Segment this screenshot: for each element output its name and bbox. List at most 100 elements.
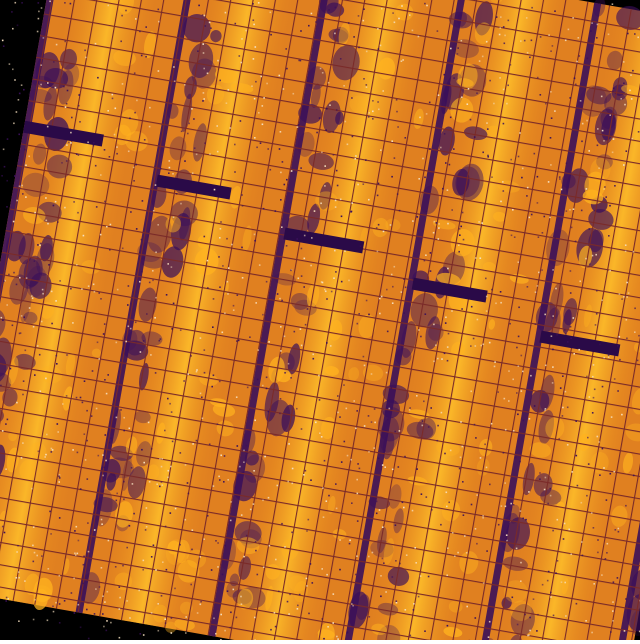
noise-speckle xyxy=(134,112,136,114)
noise-speckle xyxy=(447,346,449,348)
noise-speckle xyxy=(31,295,33,297)
noise-speckle xyxy=(610,631,612,633)
noise-speckle xyxy=(618,528,620,530)
noise-speckle xyxy=(308,613,310,615)
noise-speckle xyxy=(605,558,607,560)
noise-speckle xyxy=(25,196,27,198)
noise-speckle xyxy=(544,216,546,218)
noise-speckle xyxy=(78,154,80,156)
noise-speckle xyxy=(396,99,398,101)
noise-speckle xyxy=(374,422,376,424)
noise-speckle xyxy=(70,3,72,5)
noise-speckle xyxy=(424,3,426,5)
noise-speckle xyxy=(158,21,160,23)
noise-speckle xyxy=(141,239,143,241)
noise-speckle xyxy=(480,257,482,259)
noise-speckle xyxy=(225,12,227,14)
noise-speckle xyxy=(278,591,280,593)
noise-speckle xyxy=(213,618,215,620)
noise-speckle xyxy=(130,328,132,330)
noise-speckle xyxy=(445,317,447,319)
noise-speckle xyxy=(357,493,359,495)
noise-speckle xyxy=(25,165,27,167)
noise-speckle xyxy=(200,601,202,603)
noise-speckle xyxy=(626,282,628,284)
noise-speckle xyxy=(161,481,163,483)
noise-speckle xyxy=(570,270,572,272)
noise-speckle xyxy=(447,189,449,191)
noise-speckle xyxy=(53,611,55,613)
noise-speckle xyxy=(526,17,528,19)
noise-speckle xyxy=(535,291,537,293)
noise-speckle xyxy=(306,530,308,532)
noise-speckle xyxy=(459,468,461,470)
noise-speckle xyxy=(321,281,323,283)
noise-speckle xyxy=(608,34,610,36)
noise-speckle xyxy=(101,519,103,521)
noise-speckle xyxy=(447,360,449,362)
noise-speckle xyxy=(106,620,108,622)
noise-speckle xyxy=(262,500,264,502)
noise-speckle xyxy=(565,333,567,335)
noise-speckle xyxy=(632,138,634,140)
noise-speckle xyxy=(262,314,264,316)
noise-speckle xyxy=(516,392,518,394)
noise-speckle xyxy=(491,423,493,425)
noise-speckle xyxy=(544,314,546,316)
noise-speckle xyxy=(594,389,596,391)
noise-speckle xyxy=(305,324,307,326)
noise-speckle xyxy=(377,28,379,30)
noise-speckle xyxy=(529,630,531,632)
noise-speckle xyxy=(143,560,145,562)
noise-speckle xyxy=(196,440,198,442)
noise-speckle xyxy=(504,35,506,37)
noise-speckle xyxy=(541,269,543,271)
noise-speckle xyxy=(496,16,498,18)
noise-speckle xyxy=(609,270,611,272)
noise-speckle xyxy=(591,632,593,634)
noise-speckle xyxy=(29,307,31,309)
noise-speckle xyxy=(391,387,393,389)
noise-speckle xyxy=(538,236,540,238)
noise-speckle xyxy=(18,577,20,579)
noise-speckle xyxy=(478,221,480,223)
noise-speckle xyxy=(321,152,323,154)
noise-speckle xyxy=(458,244,460,246)
noise-speckle xyxy=(377,195,379,197)
noise-speckle xyxy=(585,620,587,622)
noise-speckle xyxy=(597,128,599,130)
noise-speckle xyxy=(64,41,66,43)
noise-speckle xyxy=(547,580,549,582)
noise-speckle xyxy=(306,585,308,587)
noise-speckle xyxy=(307,308,309,310)
noise-speckle xyxy=(286,245,288,247)
noise-speckle xyxy=(363,8,365,10)
noise-speckle xyxy=(510,64,512,66)
noise-speckle xyxy=(202,418,204,420)
noise-speckle xyxy=(632,70,634,72)
noise-speckle xyxy=(156,483,158,485)
noise-speckle xyxy=(437,358,439,360)
noise-speckle xyxy=(243,450,245,452)
noise-speckle xyxy=(581,141,583,143)
noise-speckle xyxy=(99,586,101,588)
noise-speckle xyxy=(240,596,242,598)
noise-speckle xyxy=(233,589,235,591)
noise-speckle xyxy=(56,363,58,365)
noise-speckle xyxy=(127,304,129,306)
noise-speckle xyxy=(633,475,635,477)
noise-speckle xyxy=(392,576,394,578)
noise-speckle xyxy=(516,347,518,349)
noise-speckle xyxy=(38,11,40,13)
noise-speckle xyxy=(599,344,601,346)
noise-speckle xyxy=(3,149,5,151)
noise-speckle xyxy=(199,556,201,558)
noise-speckle xyxy=(68,142,70,144)
noise-speckle xyxy=(335,200,337,202)
noise-speckle xyxy=(462,446,464,448)
noise-speckle xyxy=(37,31,39,33)
noise-speckle xyxy=(220,455,222,457)
noise-speckle xyxy=(76,526,78,528)
